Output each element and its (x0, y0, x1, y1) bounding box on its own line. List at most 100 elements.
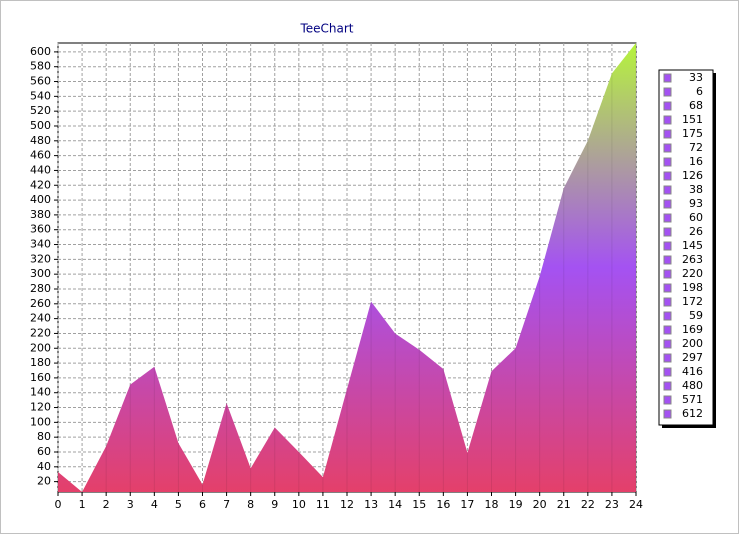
legend-marker (663, 143, 672, 153)
chart-title: TeeChart (299, 22, 353, 36)
legend-label: 297 (682, 351, 703, 364)
legend-marker (663, 171, 672, 181)
y-tick-label: 40 (37, 460, 51, 473)
legend-marker (663, 213, 672, 223)
y-tick-label: 100 (30, 415, 51, 428)
legend-marker (663, 381, 672, 391)
y-tick-label: 560 (30, 75, 51, 88)
y-tick-label: 160 (30, 371, 51, 384)
y-tick-label: 420 (30, 178, 51, 191)
legend-label: 416 (682, 365, 703, 378)
legend-marker (663, 311, 672, 321)
legend-label: 200 (682, 337, 703, 350)
x-tick-label: 11 (316, 498, 330, 511)
y-tick-label: 20 (37, 475, 51, 488)
legend-marker (663, 367, 672, 377)
legend-marker (663, 199, 672, 209)
legend-label: 72 (689, 141, 703, 154)
legend-label: 175 (682, 127, 703, 140)
legend-label: 38 (689, 183, 703, 196)
x-tick-label: 24 (629, 498, 643, 511)
legend-marker (663, 297, 672, 307)
legend-label: 145 (682, 239, 703, 252)
y-tick-label: 60 (37, 445, 51, 458)
legend-label: 60 (689, 211, 703, 224)
y-tick-label: 600 (30, 45, 51, 58)
legend-marker (663, 101, 672, 111)
y-tick-label: 80 (37, 430, 51, 443)
legend-label: 220 (682, 267, 703, 280)
x-tick-label: 17 (460, 498, 474, 511)
y-tick-label: 300 (30, 267, 51, 280)
legend-marker (663, 409, 672, 419)
x-tick-label: 5 (175, 498, 182, 511)
x-tick-label: 2 (103, 498, 110, 511)
area (58, 43, 636, 492)
x-tick-label: 19 (509, 498, 523, 511)
legend-label: 26 (689, 225, 703, 238)
x-tick-label: 20 (533, 498, 547, 511)
x-tick-label: 16 (436, 498, 450, 511)
y-tick-label: 140 (30, 386, 51, 399)
legend-label: 68 (689, 99, 703, 112)
x-tick-label: 12 (340, 498, 354, 511)
x-tick-label: 10 (292, 498, 306, 511)
legend-marker (663, 87, 672, 97)
legend-label: 59 (689, 309, 703, 322)
legend-marker (663, 157, 672, 167)
legend-label: 169 (682, 323, 703, 336)
x-tick-label: 22 (581, 498, 595, 511)
y-tick-label: 280 (30, 282, 51, 295)
legend-label: 151 (682, 113, 703, 126)
x-tick-label: 18 (485, 498, 499, 511)
y-tick-label: 240 (30, 312, 51, 325)
y-tick-label: 440 (30, 163, 51, 176)
x-tick-label: 8 (247, 498, 254, 511)
legend-marker (663, 185, 672, 195)
y-tick-label: 460 (30, 149, 51, 162)
legend-label: 263 (682, 253, 703, 266)
y-tick-label: 340 (30, 238, 51, 251)
y-tick-label: 480 (30, 134, 51, 147)
legend-label: 16 (689, 155, 703, 168)
legend-label: 172 (682, 295, 703, 308)
legend-label: 33 (689, 71, 703, 84)
legend-label: 480 (682, 379, 703, 392)
legend-marker (663, 269, 672, 279)
legend-label: 126 (682, 169, 703, 182)
y-tick-label: 120 (30, 401, 51, 414)
x-tick-label: 7 (223, 498, 230, 511)
x-tick-label: 6 (199, 498, 206, 511)
y-tick-label: 540 (30, 89, 51, 102)
y-tick-label: 580 (30, 60, 51, 73)
x-tick-label: 3 (127, 498, 134, 511)
y-tick-label: 180 (30, 356, 51, 369)
legend-label: 571 (682, 393, 703, 406)
legend-marker (663, 339, 672, 349)
x-tick-label: 4 (151, 498, 158, 511)
x-tick-label: 0 (55, 498, 62, 511)
y-tick-label: 500 (30, 119, 51, 132)
legend-marker (663, 227, 672, 237)
y-tick-label: 200 (30, 341, 51, 354)
y-tick-label: 380 (30, 208, 51, 221)
legend-label: 612 (682, 407, 703, 420)
legend-marker (663, 129, 672, 139)
legend-marker (663, 325, 672, 335)
y-tick-label: 260 (30, 297, 51, 310)
x-tick-label: 13 (364, 498, 378, 511)
legend-marker (663, 73, 672, 83)
y-tick-label: 360 (30, 223, 51, 236)
legend-marker (663, 395, 672, 405)
y-tick-label: 220 (30, 326, 51, 339)
y-tick-label: 320 (30, 252, 51, 265)
legend-label: 93 (689, 197, 703, 210)
x-tick-label: 23 (605, 498, 619, 511)
legend-marker (663, 353, 672, 363)
legend-marker (663, 255, 672, 265)
legend-label: 198 (682, 281, 703, 294)
x-tick-label: 1 (79, 498, 86, 511)
legend-label: 6 (696, 85, 703, 98)
legend-marker (663, 115, 672, 125)
